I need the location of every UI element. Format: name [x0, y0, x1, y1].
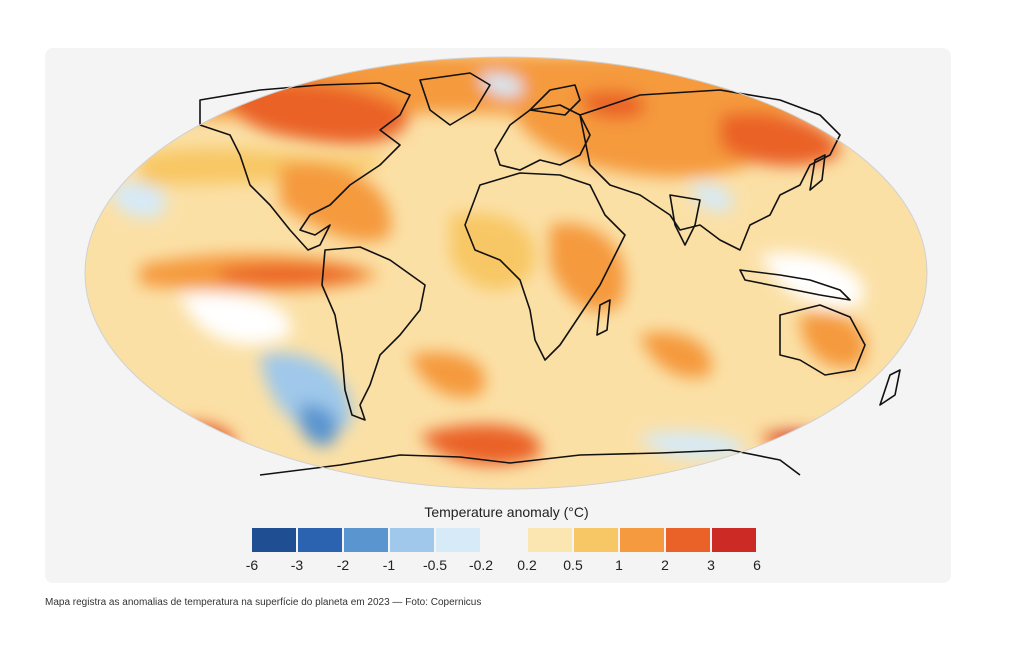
temperature-anomaly-map — [84, 56, 928, 490]
anomaly-field — [85, 57, 927, 489]
color-scale-bar — [252, 528, 756, 552]
legend-swatch — [666, 528, 710, 552]
legend-swatch — [390, 528, 434, 552]
photo-caption: Mapa registra as anomalias de temperatur… — [45, 597, 482, 608]
legend-tick-label: 2 — [661, 557, 669, 573]
antarctica-outline — [259, 449, 801, 476]
continent-outlines — [199, 72, 901, 476]
madagascar-outline — [596, 299, 611, 336]
legend-swatch — [712, 528, 756, 552]
legend-tick-label: 0.2 — [517, 557, 537, 573]
legend-tick-label: 6 — [753, 557, 761, 573]
legend-tick-label: 3 — [707, 557, 715, 573]
legend-swatch — [436, 528, 480, 552]
scandinavia-outline — [529, 84, 581, 116]
legend-tick-label: -6 — [245, 557, 259, 573]
africa-outline — [464, 172, 626, 361]
greenland-outline — [419, 72, 491, 126]
new-zealand-outline — [879, 369, 901, 406]
legend-tick-label: -2 — [336, 557, 350, 573]
australia-outline — [779, 304, 866, 376]
legend-tick-label: 0.5 — [563, 557, 583, 573]
legend-tick-label: -1 — [382, 557, 396, 573]
legend-swatch — [252, 528, 296, 552]
south-america-outline — [321, 246, 426, 421]
legend-swatch — [528, 528, 572, 552]
legend-title: Temperature anomaly (°C) — [424, 504, 589, 520]
legend-tick-label: 1 — [615, 557, 623, 573]
legend-swatch — [344, 528, 388, 552]
legend-swatch — [482, 528, 526, 552]
legend-swatch — [298, 528, 342, 552]
north-america-outline — [199, 82, 411, 251]
asia-outline — [579, 89, 841, 251]
legend-swatch — [574, 528, 618, 552]
legend-tick-label: -3 — [290, 557, 304, 573]
legend-swatch — [620, 528, 664, 552]
globe-border — [84, 56, 928, 490]
europe-outline — [494, 104, 591, 171]
japan-outline — [809, 154, 826, 191]
india-outline — [669, 194, 701, 246]
legend-tick-label: -0.2 — [468, 557, 494, 573]
color-scale-ticks: -6 -3 -2 -1 -0.5 -0.2 0.2 0.5 1 2 3 6 — [0, 557, 1013, 575]
indonesia-outline — [739, 269, 851, 301]
legend-tick-label: -0.5 — [422, 557, 448, 573]
